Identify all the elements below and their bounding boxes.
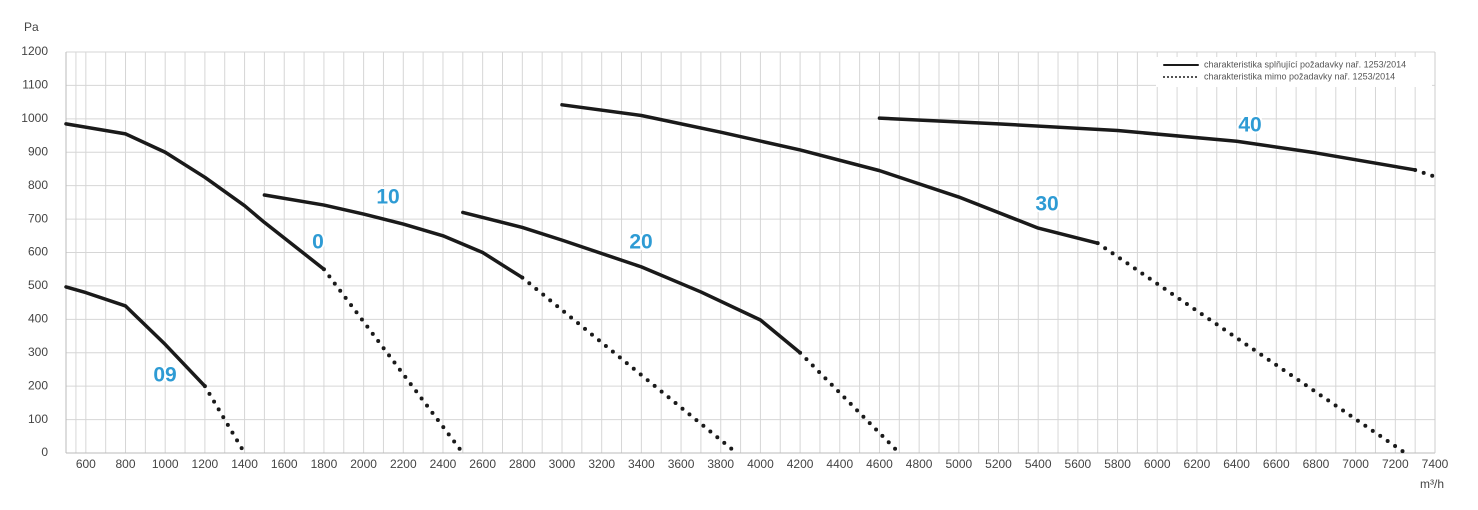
x-tick-label: 5400 <box>1025 457 1052 471</box>
x-tick-label: 2800 <box>509 457 536 471</box>
x-tick-label: 3400 <box>628 457 655 471</box>
x-tick-label: 7200 <box>1382 457 1409 471</box>
legend-label: charakteristika mimo požadavky nař. 1253… <box>1204 71 1395 81</box>
y-tick-label: 600 <box>28 245 48 259</box>
dotted-curve <box>1413 167 1437 179</box>
curve-label: 09 <box>153 364 176 387</box>
y-tick-label: 500 <box>28 278 48 292</box>
x-tick-label: 1600 <box>271 457 298 471</box>
y-tick-label: 1200 <box>21 44 48 58</box>
x-tick-label: 4800 <box>906 457 933 471</box>
x-tick-label: 600 <box>76 457 96 471</box>
legend-label: charakteristika splňující požadavky nař.… <box>1204 59 1406 69</box>
y-tick-label: 700 <box>28 211 48 225</box>
y-tick-label: 100 <box>28 412 48 426</box>
x-tick-label: 6400 <box>1223 457 1250 471</box>
x-tick-label: 3800 <box>707 457 734 471</box>
x-tick-label: 800 <box>116 457 136 471</box>
x-tick-label: 5600 <box>1065 457 1092 471</box>
y-tick-label: 300 <box>28 345 48 359</box>
y-tick-label: 0 <box>41 445 48 459</box>
y-tick-label: 200 <box>28 378 48 392</box>
dotted-curve <box>202 384 247 455</box>
x-tick-label: 6800 <box>1303 457 1330 471</box>
x-tick-label: 1000 <box>152 457 179 471</box>
solid-curve <box>262 193 525 280</box>
legend-box <box>1156 57 1432 87</box>
curve-label: 30 <box>1035 193 1058 216</box>
x-tick-label: 3200 <box>588 457 615 471</box>
x-tick-label: 5800 <box>1104 457 1131 471</box>
x-tick-label: 6600 <box>1263 457 1290 471</box>
x-tick-label: 5200 <box>985 457 1012 471</box>
x-tick-label: 2600 <box>469 457 496 471</box>
y-axis-label: Pa <box>24 20 39 34</box>
x-tick-label: 2000 <box>350 457 377 471</box>
x-tick-label: 6000 <box>1144 457 1171 471</box>
x-tick-label: 1400 <box>231 457 258 471</box>
curve-label: 0 <box>312 231 324 254</box>
y-tick-label: 800 <box>28 178 48 192</box>
x-tick-label: 4400 <box>826 457 853 471</box>
curve-label: 40 <box>1238 114 1261 137</box>
curve-label: 10 <box>376 186 399 209</box>
x-tick-label: 6200 <box>1184 457 1211 471</box>
curve-label: 20 <box>629 231 652 254</box>
x-tick-label: 5000 <box>945 457 972 471</box>
y-tick-label: 400 <box>28 312 48 326</box>
x-tick-label: 3000 <box>549 457 576 471</box>
dotted-curve <box>520 275 739 455</box>
solid-curve <box>64 122 326 271</box>
x-tick-label: 7400 <box>1422 457 1449 471</box>
dotted-curve <box>1095 241 1408 455</box>
x-tick-label: 2400 <box>430 457 457 471</box>
solid-curve <box>64 285 207 388</box>
solid-curve <box>560 103 1100 245</box>
dotted-curve <box>321 267 465 455</box>
solid-curve <box>461 210 802 355</box>
x-tick-label: 1800 <box>311 457 338 471</box>
x-tick-label: 4600 <box>866 457 893 471</box>
x-tick-label: 1200 <box>192 457 219 471</box>
solid-curve <box>877 116 1417 172</box>
x-tick-label: 2200 <box>390 457 417 471</box>
x-tick-label: 4000 <box>747 457 774 471</box>
x-tick-label: 3600 <box>668 457 695 471</box>
x-axis-label: m³/h <box>1420 477 1444 491</box>
y-tick-label: 900 <box>28 144 48 158</box>
y-tick-label: 1000 <box>21 111 48 125</box>
dotted-curve <box>798 350 902 455</box>
x-tick-label: 7000 <box>1342 457 1369 471</box>
y-tick-label: 1100 <box>22 78 48 92</box>
x-tick-label: 4200 <box>787 457 814 471</box>
